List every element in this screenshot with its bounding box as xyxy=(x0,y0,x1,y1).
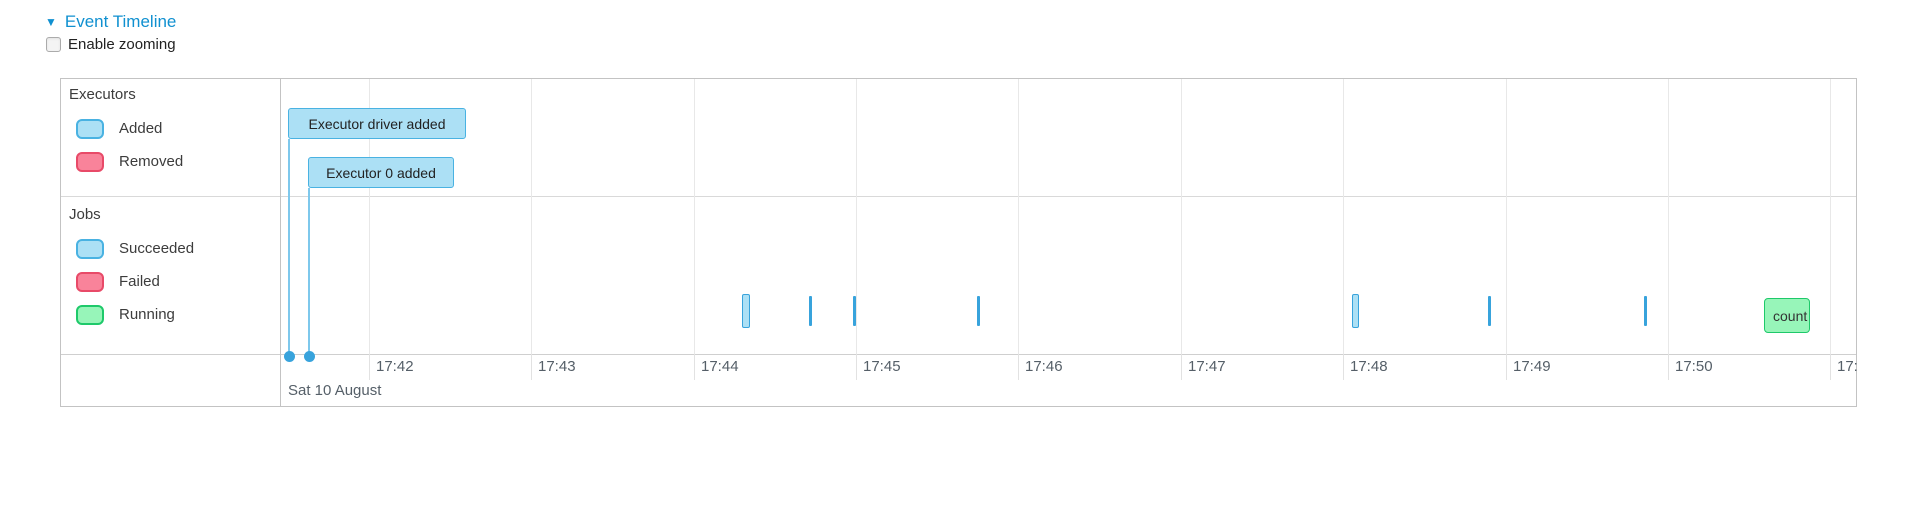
legend-label-added: Added xyxy=(119,120,163,137)
succeeded-job-item[interactable] xyxy=(742,294,750,328)
lane-divider xyxy=(61,196,1856,197)
tick-label: 17:43 xyxy=(538,358,576,375)
executor-event-line xyxy=(288,139,290,356)
gridline-17:43 xyxy=(531,79,532,354)
legend-label-running: Running xyxy=(119,306,175,323)
legend-label-removed: Removed xyxy=(119,153,184,170)
tick-label: 17:5 xyxy=(1837,358,1857,375)
enable-zooming-checkbox[interactable] xyxy=(46,37,61,52)
tick-label: 17:49 xyxy=(1513,358,1551,375)
tick-label: 17:48 xyxy=(1350,358,1388,375)
succeeded-swatch-icon xyxy=(76,238,104,259)
legend-item-succeeded: Succeeded xyxy=(76,238,194,259)
tick-label: 17:46 xyxy=(1025,358,1063,375)
legend-item-failed: Failed xyxy=(76,271,160,292)
executor-event-box[interactable]: Executor driver added xyxy=(288,108,466,139)
failed-swatch-icon xyxy=(76,271,104,292)
gridline-17:47 xyxy=(1181,79,1182,354)
gridline-17:48 xyxy=(1343,79,1344,354)
tick-label: 17:42 xyxy=(376,358,414,375)
tickstub-17:44 xyxy=(694,354,695,380)
tick-label: 17:50 xyxy=(1675,358,1713,375)
executor-event-dot[interactable] xyxy=(304,351,315,362)
succeeded-job-item[interactable] xyxy=(1488,296,1491,326)
collapse-arrow-icon[interactable]: ▼ xyxy=(45,15,57,29)
running-swatch-icon xyxy=(76,304,104,325)
jobs-lane-title: Jobs xyxy=(69,206,101,223)
legend-item-running: Running xyxy=(76,304,175,325)
gridline-17:42 xyxy=(369,79,370,354)
running-job-item[interactable]: count xyxy=(1764,298,1810,333)
event-timeline-section-toggle[interactable]: ▼ Event Timeline xyxy=(45,12,176,32)
gridline-17:5 xyxy=(1830,79,1831,354)
gridline-17:50 xyxy=(1668,79,1669,354)
axis-date-label: Sat 10 August xyxy=(288,382,382,399)
timeline-legend-column: Executors Added Removed Jobs Succeeded Fai… xyxy=(61,79,281,406)
added-swatch-icon xyxy=(76,118,104,139)
tickstub-17:48 xyxy=(1343,354,1344,380)
gridline-17:46 xyxy=(1018,79,1019,354)
succeeded-job-item[interactable] xyxy=(853,296,856,326)
tick-label: 17:45 xyxy=(863,358,901,375)
executor-event-line xyxy=(308,188,310,356)
enable-zooming-label: Enable zooming xyxy=(68,36,176,53)
tickstub-17:49 xyxy=(1506,354,1507,380)
section-title[interactable]: Event Timeline xyxy=(64,12,177,31)
executors-lane-title: Executors xyxy=(69,86,136,103)
legend-label-failed: Failed xyxy=(119,273,160,290)
succeeded-job-item[interactable] xyxy=(1644,296,1647,326)
succeeded-job-item[interactable] xyxy=(809,296,812,326)
succeeded-job-item[interactable] xyxy=(977,296,980,326)
axis-line xyxy=(61,354,1856,355)
tickstub-17:47 xyxy=(1181,354,1182,380)
removed-swatch-icon xyxy=(76,151,104,172)
timeline-panel: Executors Added Removed Jobs Succeeded Fai… xyxy=(60,78,1857,407)
legend-item-added: Added xyxy=(76,118,162,139)
tickstub-17:50 xyxy=(1668,354,1669,380)
timeline-chart-area[interactable]: Sat 10 August 17:42 17:43 17:44 17:45 17:46 1… xyxy=(281,79,1857,408)
tick-label: 17:47 xyxy=(1188,358,1226,375)
tick-label: 17:44 xyxy=(701,358,739,375)
gridline-17:45 xyxy=(856,79,857,354)
tickstub-17:45 xyxy=(856,354,857,380)
executor-event-box[interactable]: Executor 0 added xyxy=(308,157,454,188)
legend-label-succeeded: Succeeded xyxy=(119,240,195,257)
legend-item-removed: Removed xyxy=(76,151,183,172)
gridline-17:49 xyxy=(1506,79,1507,354)
tickstub-17:46 xyxy=(1018,354,1019,380)
executor-event-dot[interactable] xyxy=(284,351,295,362)
tickstub-17:43 xyxy=(531,354,532,380)
tickstub-17:5 xyxy=(1830,354,1831,380)
tickstub-17:42 xyxy=(369,354,370,380)
gridline-17:44 xyxy=(694,79,695,354)
enable-zooming-row: Enable zooming xyxy=(46,36,176,53)
succeeded-job-item[interactable] xyxy=(1352,294,1359,328)
